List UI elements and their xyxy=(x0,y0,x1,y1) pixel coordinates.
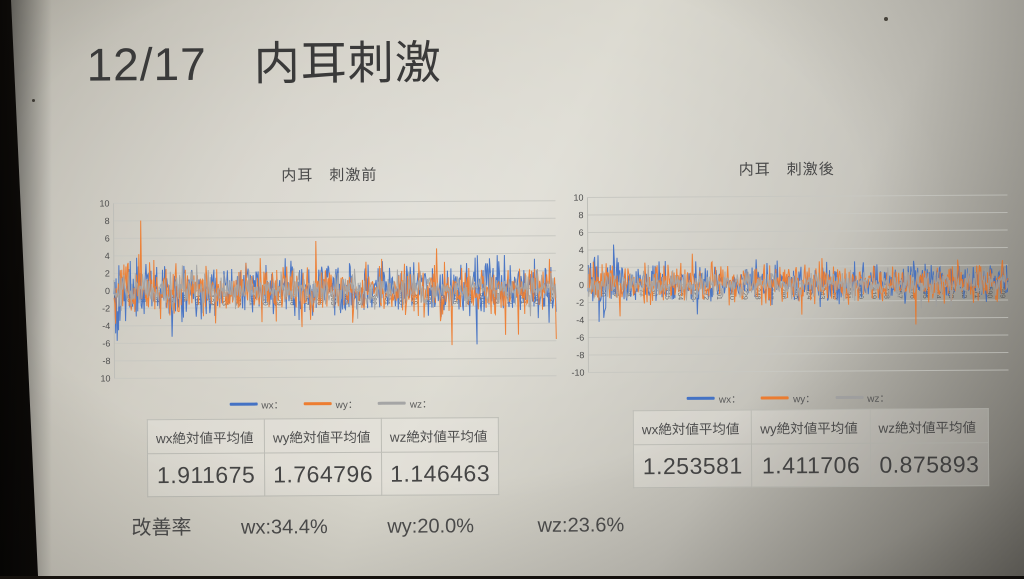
wy-line-swatch xyxy=(761,396,789,399)
svg-text:2: 2 xyxy=(105,268,110,278)
header-wx-mean-abs: wx絶対値平均値 xyxy=(147,419,264,454)
svg-text:-8: -8 xyxy=(102,356,110,366)
value-wy-mean-abs: 1.411706 xyxy=(752,443,871,487)
dust-speck xyxy=(884,17,888,21)
value-wx-mean-abs: 1.253581 xyxy=(633,444,752,488)
legend-label-wy: wy： xyxy=(336,396,358,411)
table-header-row: wx絶対値平均値 wy絶対値平均値 wz絶対値平均値 xyxy=(147,418,498,454)
chart-legend-after: wx： wy： wz： xyxy=(561,389,1016,407)
legend-item-wz: wz： xyxy=(835,390,889,405)
table-header-row: wx絶対値平均値 wy絶対値平均値 wz絶対値平均値 xyxy=(633,409,988,445)
header-wy-mean-abs: wy絶対値平均値 xyxy=(264,418,381,453)
svg-text:8: 8 xyxy=(579,210,584,220)
svg-text:10: 10 xyxy=(99,198,109,208)
svg-text:2: 2 xyxy=(579,263,584,273)
svg-text:-10: -10 xyxy=(571,368,584,378)
value-wx-mean-abs: 1.911675 xyxy=(148,453,265,497)
legend-label-wx: wx： xyxy=(261,396,283,411)
svg-text:-6: -6 xyxy=(102,338,110,348)
wy-line-swatch xyxy=(304,402,332,405)
chart-title-before: 内耳 刺激前 xyxy=(99,163,559,187)
value-wy-mean-abs: 1.764796 xyxy=(265,452,382,496)
svg-text:6: 6 xyxy=(579,228,584,238)
mean-abs-table-before: wx絶対値平均値 wy絶対値平均値 wz絶対値平均値 1.911675 1.76… xyxy=(147,417,499,497)
improvement-wz: wz:23.6% xyxy=(538,514,625,538)
svg-text:-8: -8 xyxy=(576,350,584,360)
svg-text:0: 0 xyxy=(579,280,584,290)
improvement-wy: wy:20.0% xyxy=(387,515,474,539)
table-value-row: 1.911675 1.764796 1.146463 xyxy=(148,452,499,497)
legend-label-wz: wz： xyxy=(867,390,889,405)
legend-item-wx: wx： xyxy=(229,396,283,411)
legend-label-wz: wz： xyxy=(410,395,432,410)
svg-text:-4: -4 xyxy=(102,321,110,331)
header-wz-mean-abs: wz絶対値平均値 xyxy=(381,418,498,453)
legend-item-wy: wy： xyxy=(761,390,815,405)
svg-text:-2: -2 xyxy=(576,298,584,308)
legend-item-wy: wy： xyxy=(304,396,358,411)
improvement-wx: wx:34.4% xyxy=(241,516,328,540)
svg-text:-6: -6 xyxy=(576,333,584,343)
legend-label-wy: wy： xyxy=(793,390,815,405)
svg-text:0: 0 xyxy=(105,286,110,296)
header-wx-mean-abs: wx絶対値平均値 xyxy=(633,410,752,445)
wz-line-swatch xyxy=(378,402,406,405)
svg-text:8: 8 xyxy=(105,216,110,226)
legend-item-wz: wz： xyxy=(378,395,432,410)
chart-title-after: 内耳 刺激後 xyxy=(559,157,1014,181)
slide-title: 12/17 内耳刺激 xyxy=(86,26,442,94)
header-wz-mean-abs: wz絶対値平均値 xyxy=(870,409,989,444)
improvement-rate-line: 改善率 wx:34.4% wy:20.0% wz:23.6% xyxy=(131,508,624,540)
wz-line-swatch xyxy=(835,396,863,399)
chart-legend-before: wx： wy： wz： xyxy=(101,395,561,413)
svg-text:10: 10 xyxy=(573,193,583,203)
header-wy-mean-abs: wy絶対値平均値 xyxy=(752,409,871,444)
svg-text:4: 4 xyxy=(579,245,584,255)
svg-text:6: 6 xyxy=(105,233,110,243)
svg-text:4: 4 xyxy=(105,251,110,261)
legend-label-wx: wx： xyxy=(719,391,741,406)
svg-text:-2: -2 xyxy=(102,303,110,313)
value-wz-mean-abs: 1.146463 xyxy=(382,452,499,496)
mean-abs-table-after: wx絶対値平均値 wy絶対値平均値 wz絶対値平均値 1.253581 1.41… xyxy=(633,408,989,488)
value-wz-mean-abs: 0.875893 xyxy=(870,443,989,487)
wx-line-swatch xyxy=(687,397,715,400)
legend-item-wx: wx： xyxy=(687,391,741,406)
svg-text:-4: -4 xyxy=(576,315,584,325)
svg-text:-10: -10 xyxy=(99,373,110,383)
dust-speck xyxy=(32,99,35,102)
wx-line-swatch xyxy=(229,403,257,406)
improvement-label: 改善率 xyxy=(131,511,191,540)
table-value-row: 1.253581 1.411706 0.875893 xyxy=(633,443,988,488)
